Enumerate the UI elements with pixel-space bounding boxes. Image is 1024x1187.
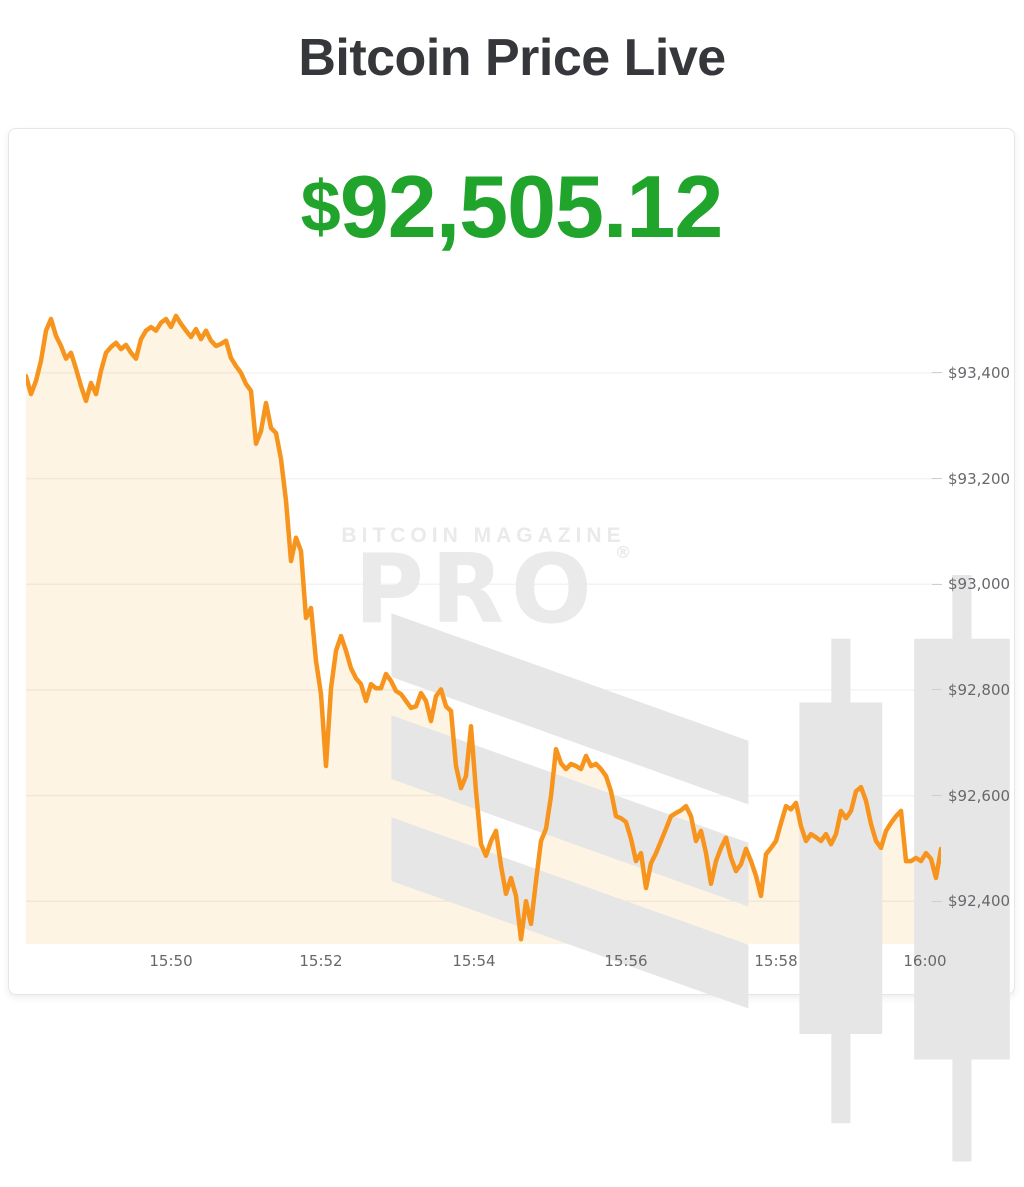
currency-symbol: $ xyxy=(300,167,341,247)
y-axis-tick xyxy=(932,583,942,585)
y-axis-tick xyxy=(932,372,942,374)
price-area-fill xyxy=(26,315,941,944)
price-line-layer xyxy=(26,313,941,942)
live-price: $92,505.12 xyxy=(9,163,1014,251)
x-axis-label: 16:00 xyxy=(903,952,947,970)
y-axis-tick xyxy=(932,689,942,691)
x-axis-label: 15:52 xyxy=(299,952,343,970)
y-axis-tick xyxy=(932,478,942,480)
y-axis-tick xyxy=(932,900,942,902)
price-amount: 92,505.12 xyxy=(339,157,723,256)
x-axis-label: 15:54 xyxy=(452,952,496,970)
x-axis-label: 15:58 xyxy=(754,952,798,970)
x-axis-label: 15:50 xyxy=(149,952,193,970)
y-axis-label: $93,000 xyxy=(948,575,1011,594)
page-title: Bitcoin Price Live xyxy=(298,29,726,87)
y-axis-label: $92,400 xyxy=(948,892,1011,911)
y-axis-label: $93,400 xyxy=(948,363,1011,382)
y-axis-tick xyxy=(932,795,942,797)
chart-card: $92,505.12 BITCOIN MAGAZINE PRO xyxy=(8,128,1015,1162)
y-axis-label: $92,800 xyxy=(948,680,1011,699)
price-line xyxy=(26,313,941,942)
y-axis-label: $93,200 xyxy=(948,469,1011,488)
chart-plot-area[interactable]: BITCOIN MAGAZINE PRO ® xyxy=(26,281,1010,1162)
x-axis-label: 15:56 xyxy=(604,952,648,970)
y-axis-label: $92,600 xyxy=(948,786,1011,805)
